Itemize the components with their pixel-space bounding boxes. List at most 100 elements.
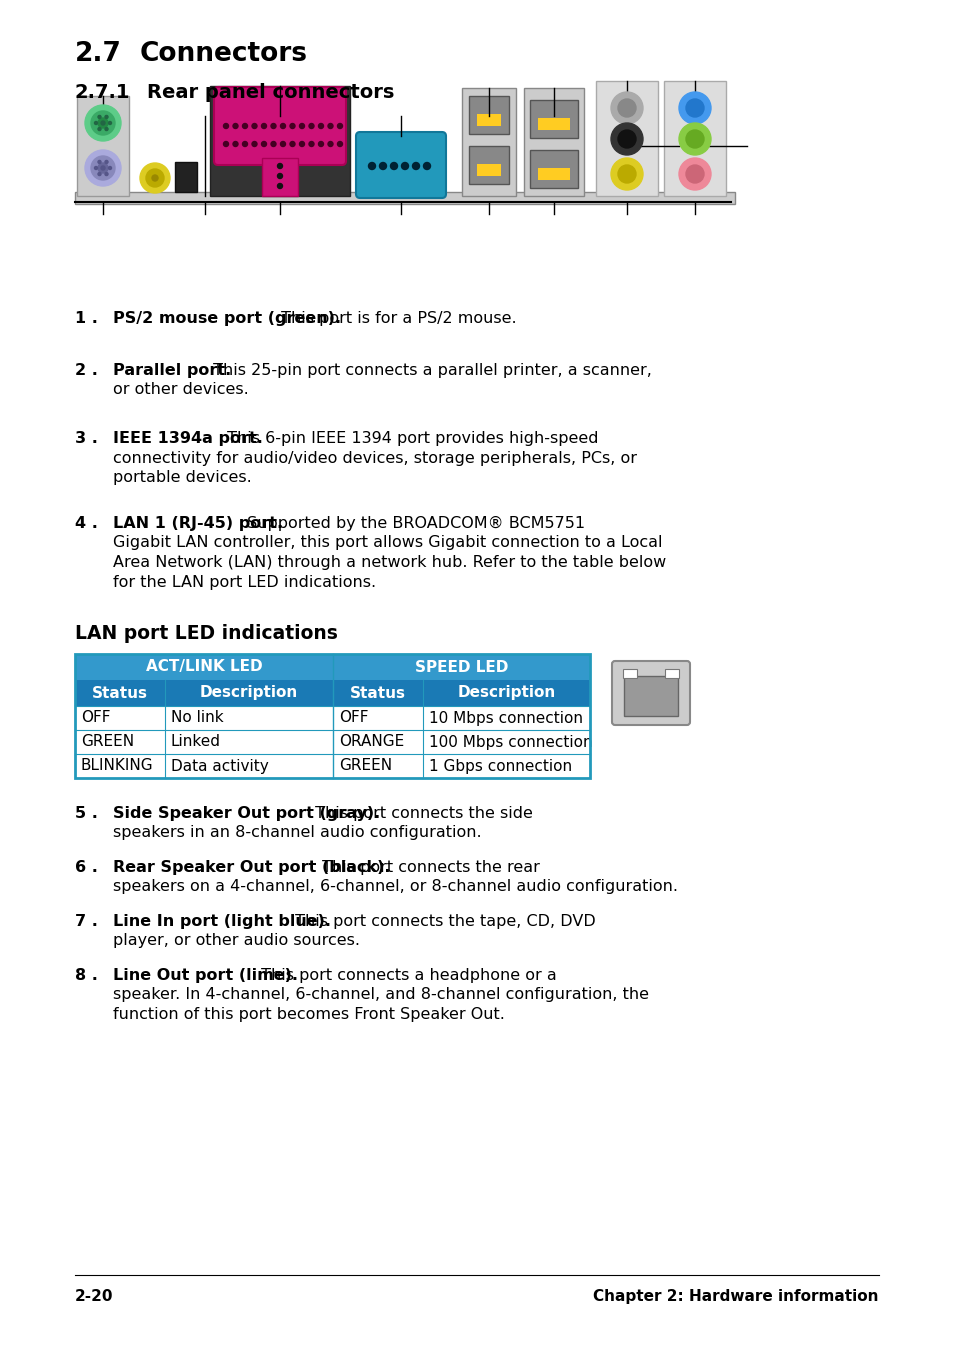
FancyBboxPatch shape: [422, 707, 589, 730]
FancyBboxPatch shape: [623, 676, 678, 716]
Text: Parallel port.: Parallel port.: [112, 363, 231, 378]
FancyBboxPatch shape: [422, 754, 589, 778]
FancyBboxPatch shape: [476, 113, 500, 126]
Text: ORANGE: ORANGE: [338, 735, 404, 750]
Circle shape: [679, 92, 710, 124]
Circle shape: [101, 166, 105, 170]
Text: 8 .: 8 .: [75, 969, 98, 984]
Circle shape: [261, 142, 266, 146]
Text: function of this port becomes Front Speaker Out.: function of this port becomes Front Spea…: [112, 1006, 504, 1021]
Text: This port connects a headphone or a: This port connects a headphone or a: [255, 969, 556, 984]
FancyBboxPatch shape: [333, 680, 422, 707]
Text: 5 .: 5 .: [75, 807, 98, 821]
FancyBboxPatch shape: [537, 118, 569, 130]
Text: Rear Speaker Out port (black).: Rear Speaker Out port (black).: [112, 861, 390, 875]
FancyBboxPatch shape: [355, 132, 446, 199]
Text: LAN port LED indications: LAN port LED indications: [75, 624, 337, 643]
Text: Line Out port (lime).: Line Out port (lime).: [112, 969, 297, 984]
Circle shape: [140, 163, 170, 193]
Circle shape: [152, 176, 158, 181]
Circle shape: [223, 142, 229, 146]
Circle shape: [618, 165, 636, 182]
Text: LAN 1 (RJ-45) port.: LAN 1 (RJ-45) port.: [112, 516, 283, 531]
Circle shape: [98, 118, 108, 128]
FancyBboxPatch shape: [262, 158, 297, 196]
Circle shape: [618, 99, 636, 118]
Circle shape: [252, 142, 256, 146]
FancyBboxPatch shape: [165, 730, 333, 754]
Circle shape: [318, 123, 323, 128]
Circle shape: [328, 123, 333, 128]
Text: Status: Status: [91, 685, 148, 701]
Text: speakers on a 4-channel, 6-channel, or 8-channel audio configuration.: speakers on a 4-channel, 6-channel, or 8…: [112, 880, 678, 894]
Circle shape: [98, 173, 101, 176]
Circle shape: [379, 162, 386, 169]
Circle shape: [91, 111, 115, 135]
Text: This 25-pin port connects a parallel printer, a scanner,: This 25-pin port connects a parallel pri…: [208, 363, 652, 378]
Circle shape: [412, 162, 419, 169]
Circle shape: [299, 142, 304, 146]
Text: 4 .: 4 .: [75, 516, 98, 531]
Circle shape: [290, 142, 294, 146]
Circle shape: [271, 123, 275, 128]
Circle shape: [337, 142, 342, 146]
Text: 1 .: 1 .: [75, 311, 98, 326]
Circle shape: [98, 115, 101, 119]
Text: Side Speaker Out port (gray).: Side Speaker Out port (gray).: [112, 807, 380, 821]
Text: 100 Mbps connection: 100 Mbps connection: [429, 735, 592, 750]
FancyBboxPatch shape: [213, 86, 346, 165]
Circle shape: [233, 123, 237, 128]
Text: This port is for a PS/2 mouse.: This port is for a PS/2 mouse.: [276, 311, 517, 326]
Circle shape: [105, 173, 108, 176]
Text: SPEED LED: SPEED LED: [415, 659, 508, 674]
FancyBboxPatch shape: [165, 754, 333, 778]
Circle shape: [252, 123, 256, 128]
Text: connectivity for audio/video devices, storage peripherals, PCs, or: connectivity for audio/video devices, st…: [112, 450, 637, 466]
Text: ACT/LINK LED: ACT/LINK LED: [146, 659, 262, 674]
Text: Supported by the BROADCOM® BCM5751: Supported by the BROADCOM® BCM5751: [242, 516, 585, 531]
Circle shape: [94, 166, 97, 169]
Circle shape: [242, 123, 247, 128]
Circle shape: [91, 155, 115, 180]
Circle shape: [277, 184, 282, 189]
FancyBboxPatch shape: [612, 661, 689, 725]
Circle shape: [85, 150, 121, 186]
Circle shape: [146, 169, 164, 186]
Circle shape: [610, 92, 642, 124]
FancyBboxPatch shape: [174, 162, 196, 192]
Circle shape: [101, 122, 105, 126]
Circle shape: [685, 99, 703, 118]
Text: Data activity: Data activity: [171, 758, 269, 774]
Circle shape: [233, 142, 237, 146]
FancyBboxPatch shape: [422, 680, 589, 707]
Circle shape: [85, 105, 121, 141]
Text: 6 .: 6 .: [75, 861, 98, 875]
FancyBboxPatch shape: [333, 730, 422, 754]
Text: This 6-pin IEEE 1394 port provides high-speed: This 6-pin IEEE 1394 port provides high-…: [221, 431, 598, 446]
FancyBboxPatch shape: [523, 88, 583, 196]
Circle shape: [679, 158, 710, 190]
FancyBboxPatch shape: [530, 100, 578, 138]
FancyBboxPatch shape: [77, 96, 129, 196]
FancyBboxPatch shape: [333, 707, 422, 730]
FancyBboxPatch shape: [210, 86, 350, 196]
FancyBboxPatch shape: [75, 707, 165, 730]
Text: This port connects the side: This port connects the side: [310, 807, 533, 821]
FancyBboxPatch shape: [333, 754, 422, 778]
FancyBboxPatch shape: [422, 730, 589, 754]
Circle shape: [309, 123, 314, 128]
Text: Linked: Linked: [171, 735, 221, 750]
Circle shape: [309, 142, 314, 146]
Circle shape: [618, 130, 636, 149]
FancyBboxPatch shape: [476, 163, 500, 176]
Circle shape: [318, 142, 323, 146]
Text: 2 .: 2 .: [75, 363, 98, 378]
Text: portable devices.: portable devices.: [112, 470, 252, 485]
Circle shape: [685, 165, 703, 182]
Circle shape: [368, 162, 375, 169]
Text: Status: Status: [350, 685, 406, 701]
Text: Area Network (LAN) through a network hub. Refer to the table below: Area Network (LAN) through a network hub…: [112, 555, 665, 570]
FancyBboxPatch shape: [75, 730, 165, 754]
Circle shape: [242, 142, 247, 146]
Text: GREEN: GREEN: [81, 735, 134, 750]
